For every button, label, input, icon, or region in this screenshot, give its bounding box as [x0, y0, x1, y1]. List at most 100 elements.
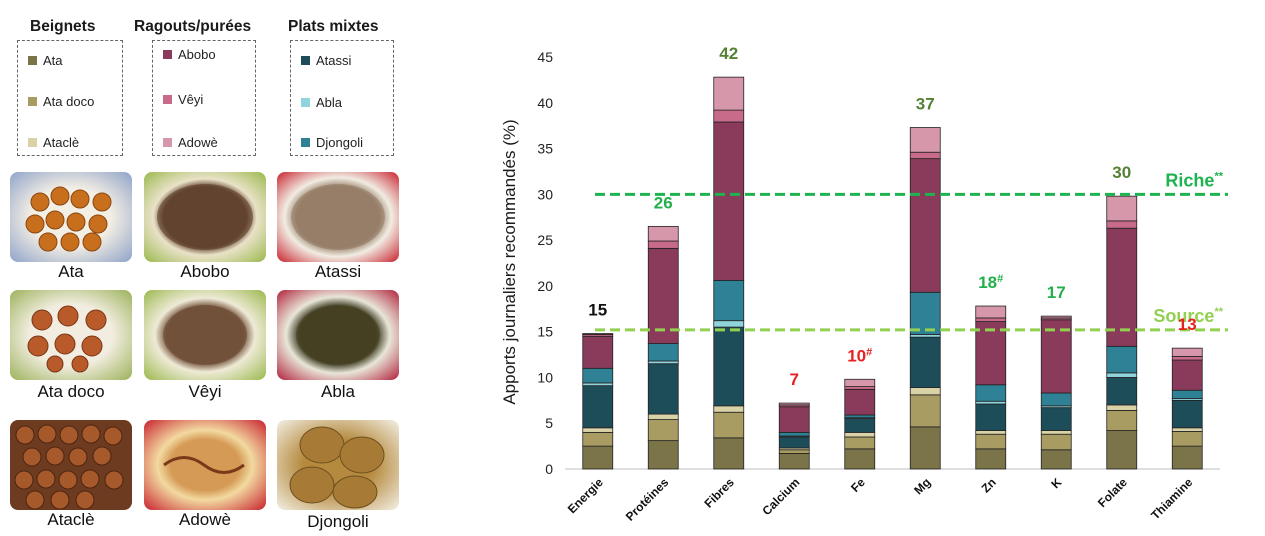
- bar-segment-atacl-fe: [844, 431, 876, 438]
- bar-segment-djongoli-fibres: [713, 279, 745, 322]
- photo-adowe: [144, 420, 266, 510]
- bar-segment-vyi-fibres: [713, 109, 745, 123]
- bar-segment-ata-k: [1040, 449, 1072, 470]
- legend-item-abobo: Abobo: [163, 47, 216, 62]
- legend-swatch: [28, 138, 37, 147]
- y-tick-label: 20: [537, 278, 553, 294]
- bar-segment-ata-fe: [844, 448, 876, 470]
- legend-group-title-plats-mixtes: Plats mixtes: [288, 18, 379, 35]
- legend-item-atassi: Atassi: [301, 53, 351, 68]
- bar-segment-abla-energie: [582, 382, 614, 387]
- bar-segment-ata-zn: [975, 448, 1007, 470]
- legend-label: Ataclè: [43, 135, 80, 150]
- bar-total-labels: 15 26 42 7 10# 37 18# 17 30 13: [588, 44, 1196, 389]
- bar-segment-vyi-mg: [909, 151, 941, 160]
- legend-group-title-beignets: Beignets: [30, 18, 96, 35]
- x-tick-label: Fe: [848, 475, 868, 495]
- bar-segment-adow-folate: [1106, 195, 1138, 222]
- legend-item-ata: Ata: [28, 53, 63, 68]
- legend-label: Atassi: [316, 53, 352, 68]
- photo-label-adowe: Adowè: [179, 510, 231, 529]
- bar-total-label: 15: [588, 300, 607, 319]
- photo-label-abobo: Abobo: [180, 262, 230, 281]
- bar-segment-atadoco-zn: [975, 433, 1007, 450]
- y-tick-label: 25: [537, 232, 553, 248]
- photo-atassi: [277, 172, 399, 262]
- bar-segment-djongoli-zn: [975, 384, 1007, 402]
- bar-segment-adow-fibres: [713, 76, 745, 111]
- bar-total-label: 18#: [978, 273, 1003, 292]
- legend-swatch: [163, 138, 172, 147]
- bar-segment-ata-folate: [1106, 430, 1138, 470]
- x-tick-label: Thiamine: [1148, 475, 1195, 522]
- photo-ata-doco: [10, 290, 132, 380]
- bar-segment-atadoco-fe: [844, 436, 876, 450]
- y-tick-label: 30: [537, 186, 553, 202]
- bar-total-label: 10#: [847, 346, 872, 365]
- bar-segment-atassi-thiamine: [1171, 399, 1203, 429]
- bar-segment-ata-protines: [647, 440, 679, 470]
- bar-total-label: 13: [1178, 315, 1197, 334]
- bar-segment-abobo-fibres: [713, 121, 745, 281]
- bar-segment-vyi-fe: [844, 386, 876, 390]
- legend-swatch: [163, 50, 172, 59]
- x-tick-label: Protéines: [623, 475, 672, 524]
- bar-segment-atadoco-folate: [1106, 410, 1138, 431]
- legend-label: Abla: [316, 95, 343, 110]
- fritters-image: [25, 186, 112, 252]
- bar-segment-djongoli-k: [1040, 392, 1072, 407]
- bar-segment-adow-thiamine: [1171, 347, 1203, 357]
- fritters-image: [27, 305, 107, 373]
- photo-djongoli: [277, 420, 399, 510]
- bar-stacks: [582, 76, 1203, 470]
- legend-swatch: [163, 95, 172, 104]
- bar-segment-abobo-fe: [844, 388, 876, 416]
- y-tick-label: 45: [537, 49, 553, 65]
- legend-swatch: [28, 97, 37, 106]
- bar-segment-atassi-mg: [909, 336, 941, 388]
- legend-item-abla: Abla: [301, 95, 342, 110]
- bar-segment-ata-calcium: [778, 453, 810, 470]
- y-tick-label: 0: [545, 461, 553, 477]
- legend-group-title-ragouts: Ragouts/purées: [134, 18, 252, 35]
- bar-total-label: 26: [654, 193, 673, 212]
- bar-segment-atadoco-calcium: [778, 449, 810, 454]
- bar-segment-atassi-k: [1040, 407, 1072, 431]
- legend-label: Djongoli: [316, 135, 363, 150]
- bar-segment-atacl-fibres: [713, 405, 745, 413]
- legend-swatch: [28, 56, 37, 65]
- bar-segment-abobo-calcium: [778, 406, 810, 433]
- bar-segment-abobo-protines: [647, 247, 679, 344]
- bar-segment-adow-energie: [582, 333, 614, 335]
- legend-label: Ata doco: [43, 94, 95, 109]
- bar-segment-adow-k: [1040, 315, 1072, 319]
- bar-segment-adow-mg: [909, 127, 941, 153]
- legend-box-plats-mixtes: Atassi Abla Djongoli: [290, 40, 394, 156]
- bar-segment-atacl-mg: [909, 387, 941, 396]
- bar-segment-vyi-protines: [647, 240, 679, 249]
- x-tick-label: Folate: [1095, 475, 1130, 510]
- y-tick-label: 40: [537, 95, 553, 111]
- bar-segment-atacl-thiamine: [1171, 427, 1203, 432]
- bar-segment-djongoli-thiamine: [1171, 389, 1203, 399]
- bar-segment-abobo-k: [1040, 319, 1072, 394]
- bar-total-label: 7: [790, 370, 799, 389]
- photo-label-abla: Abla: [320, 382, 356, 401]
- bar-segment-atacl-zn: [975, 430, 1007, 435]
- legend-label: Ata: [43, 53, 63, 68]
- photo-label-atassi: Atassi: [314, 262, 362, 281]
- y-tick-label: 15: [537, 324, 553, 340]
- legend-label: Vêyi: [178, 92, 204, 107]
- x-tick-label: Mg: [911, 475, 933, 497]
- legend-swatch: [301, 138, 310, 147]
- y-tick-label: 5: [545, 415, 553, 431]
- legend-swatch: [301, 98, 310, 107]
- legend-label: Adowè: [178, 135, 218, 150]
- x-axis: Energie Protéines Fibres Calcium Fe Mg Zn K Fola…: [565, 475, 1196, 524]
- beans-stew-image: [157, 184, 253, 250]
- photo-abla: [277, 290, 399, 380]
- stacked-bar-chart: 0 5 10 15 20 25 30 35 40 45 Energie Protéines Fibre…: [500, 44, 1228, 524]
- legend-item-adowe: Adowè: [163, 135, 218, 150]
- bar-segment-atadoco-mg: [909, 394, 941, 428]
- food-legend-panel: Beignets Ragouts/purées Plats mixtes Ata…: [0, 0, 420, 536]
